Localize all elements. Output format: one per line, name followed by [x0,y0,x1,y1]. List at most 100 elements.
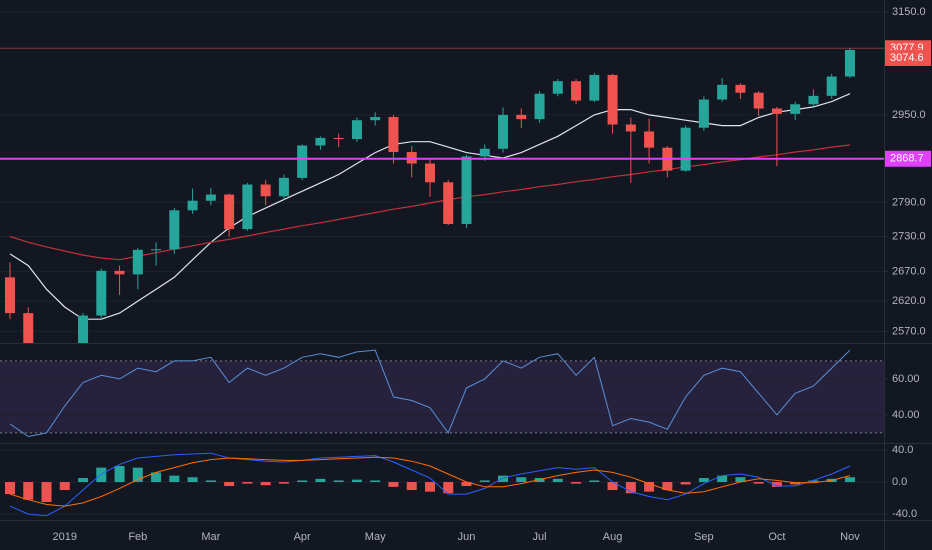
macd-histogram-bar [479,480,490,483]
candle-body [114,270,125,275]
macd-histogram-bar [625,482,636,494]
macd-plot [5,452,855,517]
x-tick-label: May [365,531,386,543]
x-tick-label: 2019 [53,531,77,543]
macd-histogram-bar [698,478,709,483]
y-tick-label: 2570.0 [892,325,926,337]
macd-histogram-bar [424,482,435,492]
macd-histogram-bar [406,482,417,491]
rsi-band [0,360,884,433]
macd-histogram-bar [388,482,399,487]
macd-histogram-bar [187,477,198,483]
y-tick-label: 40.00 [892,409,920,421]
macd-histogram-bar [96,467,107,483]
y-tick-label: 2620.0 [892,295,926,307]
candle-body [753,92,764,109]
candle-body [644,131,655,148]
moving-average [9,93,851,320]
x-tick-label: Mar [201,531,220,543]
candle-body [169,210,180,250]
macd-histogram-bar [78,478,89,483]
x-tick-label: Apr [294,531,311,543]
macd-histogram-bar [680,482,691,485]
macd-histogram-bar [242,482,253,484]
price-badge [885,150,931,167]
candle-body [844,49,855,77]
x-tick-label: Sep [694,531,714,543]
candle-body [132,249,143,275]
y-tick-label: 3150.0 [892,6,926,18]
macd-histogram-bar [662,482,673,491]
candle-body [370,117,381,121]
candle-body [516,114,527,120]
macd-histogram-bar [333,480,344,483]
y-tick-label: 2950.0 [892,109,926,121]
macd-histogram-bar [278,482,289,484]
candle-body [826,76,837,96]
y-tick-label: 0.0 [892,476,907,488]
candle-body [224,194,235,230]
macd-histogram-bar [297,480,308,483]
macd-histogram-bar [315,478,326,483]
y-tick-label: 40.0 [892,444,913,456]
macd-histogram-bar [351,479,362,483]
macd-line [9,452,851,517]
macd-line [9,456,851,507]
candle-body [771,108,782,114]
candle-body [607,74,618,125]
y-tick-label: 2790.0 [892,196,926,208]
macd-histogram-bar [205,480,216,483]
rsi-plot [9,349,851,438]
candle-body [297,145,308,178]
candle-body [680,127,691,171]
candle-body [424,163,435,183]
rsi-line [9,349,851,438]
macd-histogram-bar [5,482,15,495]
candle-body [552,81,563,94]
candle-body [333,137,344,140]
candle-body [278,177,289,197]
candle-body [315,137,326,146]
price-badge-label: 2868.7 [890,153,924,165]
candle-body [479,148,490,157]
candle-body [443,182,454,224]
y-tick-label: 2670.0 [892,265,926,277]
macd-histogram-bar [132,467,143,483]
y-tick-label: 2730.0 [892,230,926,242]
macd-histogram-bar [808,480,819,483]
x-tick-label: Jul [533,531,547,543]
candle-body [187,200,198,211]
macd-histogram-bar [114,466,125,483]
candle-body [96,270,107,316]
candle-body [589,74,600,101]
candle-body [571,81,582,101]
macd-histogram-bar [59,482,70,491]
candle-body [5,277,15,314]
macd-histogram-bar [753,482,764,484]
macd-histogram-bar [260,482,271,486]
macd-histogram-bar [516,477,527,483]
macd-histogram-bar [461,482,472,487]
macd-histogram-bar [607,482,618,491]
x-tick-label: Aug [603,531,623,543]
price-badge-label: 3074.6 [890,52,924,64]
candle-body [808,95,819,105]
macd-histogram-bar [717,475,728,483]
macd-histogram-bar [589,480,600,483]
macd-histogram-bar [151,472,162,483]
macd-histogram-bar [771,482,782,487]
candle-body [790,104,801,114]
candle-body [498,114,509,149]
x-tick-label: Nov [840,531,860,543]
y-tick-label: -40.0 [892,508,917,520]
x-tick-label: Feb [128,531,147,543]
candle-body [698,99,709,128]
candle-body [351,120,362,140]
macd-histogram-bar [735,477,746,483]
candle-body [717,84,728,100]
candle-body [242,184,253,230]
candle-body [260,184,271,197]
y-tick-label: 60.00 [892,373,920,385]
